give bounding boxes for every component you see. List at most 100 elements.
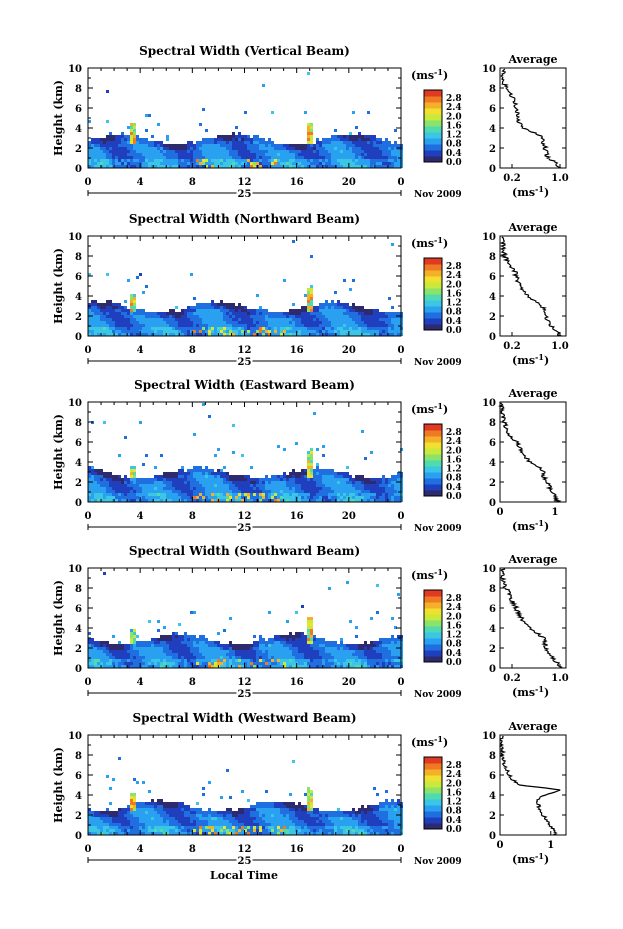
heatmap-cell [157,481,160,484]
heatmap-cell [106,135,109,138]
heatmap-cell [190,653,193,656]
heatmap-cell [112,635,115,638]
heatmap-cell [259,324,262,327]
heatmap-cell [118,150,121,153]
heatmap-cell [337,135,340,138]
heatmap-cell [190,147,193,150]
heatmap-cell [91,475,94,478]
heatmap-cell [100,138,103,141]
heatmap-cell [382,665,385,668]
heatmap-cell [334,484,337,487]
heatmap-cell [142,656,145,659]
heatmap-cell [295,484,298,487]
heatmap-cell [238,653,241,656]
heatmap-cell [277,662,280,665]
heatmap-cell [166,135,169,138]
heatmap-cell [256,481,259,484]
heatmap-cell [370,496,373,499]
heatmap-cell [388,147,391,150]
heatmap-cell [103,138,106,141]
heatmap-cell [274,312,277,315]
heatmap-cell [115,162,118,165]
heatmap-cell [268,138,271,141]
heatmap-cell [367,653,370,656]
heatmap-cell [307,147,310,150]
heatmap-cell [334,129,337,132]
heatmap-cell [373,656,376,659]
heatmap-cell [289,333,292,336]
heatmap-cell [253,141,256,144]
heatmap-cell [136,141,139,144]
heatmap-cell [88,653,91,656]
heatmap-cell [310,288,313,291]
heatmap-cell [169,318,172,321]
heatmap-cell [142,321,145,324]
heatmap-cell [127,650,130,653]
heatmap-cell [268,496,271,499]
heatmap-cell [133,820,136,823]
heatmap-cell [136,481,139,484]
heatmap-cell [295,641,298,644]
heatmap-cell [223,309,226,312]
heatmap-cell [391,159,394,162]
heatmap-cell [289,665,292,668]
heatmap-cell [328,472,331,475]
heatmap-cell [133,315,136,318]
heatmap-cell [265,641,268,644]
heatmap-cell [364,327,367,330]
heatmap-cell [286,162,289,165]
heatmap-cell [295,656,298,659]
heatmap-cell [151,493,154,496]
heatmap-cell [328,159,331,162]
colorbar-tick-label: 0.4 [446,483,462,493]
heatmap-cell [217,644,220,647]
heatmap-cell [106,144,109,147]
heatmap-cell [163,665,166,668]
heatmap-cell [319,303,322,306]
heatmap-cell [379,647,382,650]
heatmap-cell [283,156,286,159]
heatmap-cell [211,153,214,156]
heatmap-cell [349,141,352,144]
heatmap-cell [268,478,271,481]
heatmap-cell [127,135,130,138]
heatmap-cell [385,321,388,324]
heatmap-cell [127,312,130,315]
heatmap-cell [349,150,352,153]
heatmap-cell [310,656,313,659]
heatmap-cell [133,656,136,659]
heatmap-cell [271,656,274,659]
heatmap-cell [217,144,220,147]
heatmap-cell [376,153,379,156]
heatmap-cell [253,487,256,490]
heatmap-cell [115,647,118,650]
heatmap-cell [289,644,292,647]
heatmap-cell [226,493,229,496]
heatmap-cell [310,653,313,656]
heatmap-cell [184,159,187,162]
heatmap-cell [133,324,136,327]
heatmap-cell [385,496,388,499]
heatmap-cell [169,478,172,481]
heatmap-cell [259,478,262,481]
heatmap-cell [319,472,322,475]
heatmap-cell [286,493,289,496]
heatmap-cell [175,632,178,635]
heatmap-cell [214,321,217,324]
heatmap-cell [301,638,304,641]
heatmap-cell [241,138,244,141]
y-tick-label: 10 [68,232,82,243]
heatmap-cell [292,330,295,333]
heatmap-cell [196,484,199,487]
heatmap-cell [310,475,313,478]
heatmap-cell [241,490,244,493]
heatmap-cell [262,321,265,324]
heatmap-cell [133,778,136,781]
heatmap-cell [130,493,133,496]
heatmap-cell [313,333,316,336]
heatmap-cell [262,481,265,484]
colorbar-tick-label: 2.0 [446,446,462,456]
heatmap-cell [157,656,160,659]
heatmap-cell [283,484,286,487]
heatmap-cell [283,147,286,150]
